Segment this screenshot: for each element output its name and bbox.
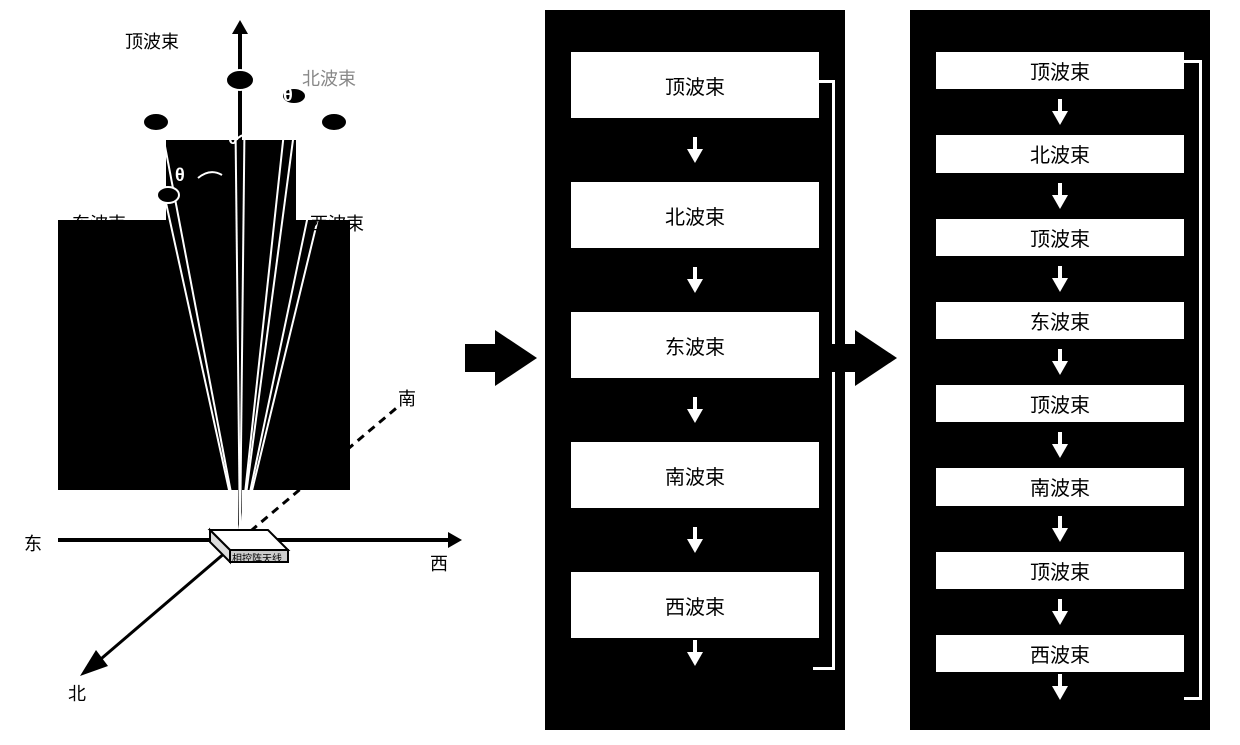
label-west-beam: 西波束: [310, 210, 364, 236]
label-east: 东: [24, 530, 42, 556]
down-arrow-icon: [687, 652, 703, 666]
down-arrow-icon: [1052, 278, 1068, 292]
flow-step-box: 南波束: [569, 440, 821, 510]
label-east-beam: 东波束: [72, 210, 126, 236]
down-arrow-icon: [687, 149, 703, 163]
flow-step-box: 东波束: [934, 300, 1186, 341]
flow-step-box: 顶波束: [934, 217, 1186, 258]
flow-step-box: 东波束: [569, 310, 821, 380]
flow-step-box: 顶波束: [934, 550, 1186, 591]
label-north: 北: [68, 680, 86, 706]
label-top-beam: 顶波束: [125, 28, 179, 54]
theta-label: θ: [283, 85, 293, 106]
middle-flow-panel: 顶波束北波束东波束南波束西波束: [545, 10, 845, 730]
flow-step-box: 顶波束: [934, 50, 1186, 91]
flow-step-box: 北波束: [934, 133, 1186, 174]
flow-step-box: 顶波束: [569, 50, 821, 120]
theta-label: θ: [175, 165, 185, 186]
left-3d-diagram: 顶波束 东波束 西波束 北波束 南 东 西 北 相控阵天线 θ θ θ θ: [10, 10, 470, 730]
right-flow-panel: 顶波束北波束顶波束东波束顶波束南波束顶波束西波束: [910, 10, 1210, 730]
flow-arrow-icon: [495, 330, 537, 386]
flow-step-box: 西波束: [934, 633, 1186, 674]
theta-label: θ: [228, 128, 238, 149]
label-antenna: 相控阵天线: [232, 550, 282, 565]
label-south: 南: [398, 385, 416, 411]
flow-step-box: 顶波束: [934, 383, 1186, 424]
down-arrow-icon: [1052, 195, 1068, 209]
label-north-beam: 北波束: [302, 65, 356, 91]
loop-return-icon: [813, 80, 835, 670]
theta-label: θ: [173, 95, 183, 116]
down-arrow-icon: [1052, 528, 1068, 542]
down-arrow-icon: [687, 409, 703, 423]
down-arrow-icon: [1052, 111, 1068, 125]
down-arrow-icon: [687, 539, 703, 553]
down-arrow-icon: [1052, 611, 1068, 625]
flow-arrow-icon: [855, 330, 897, 386]
label-west: 西: [430, 550, 448, 576]
flow-step-box: 西波束: [569, 570, 821, 640]
flow-step-box: 南波束: [934, 466, 1186, 507]
axis-north-dashed: [10, 10, 470, 730]
down-arrow-icon: [1052, 686, 1068, 700]
flow-step-box: 北波束: [569, 180, 821, 250]
down-arrow-icon: [687, 279, 703, 293]
down-arrow-icon: [1052, 361, 1068, 375]
loop-return-icon: [1184, 60, 1202, 700]
down-arrow-icon: [1052, 444, 1068, 458]
